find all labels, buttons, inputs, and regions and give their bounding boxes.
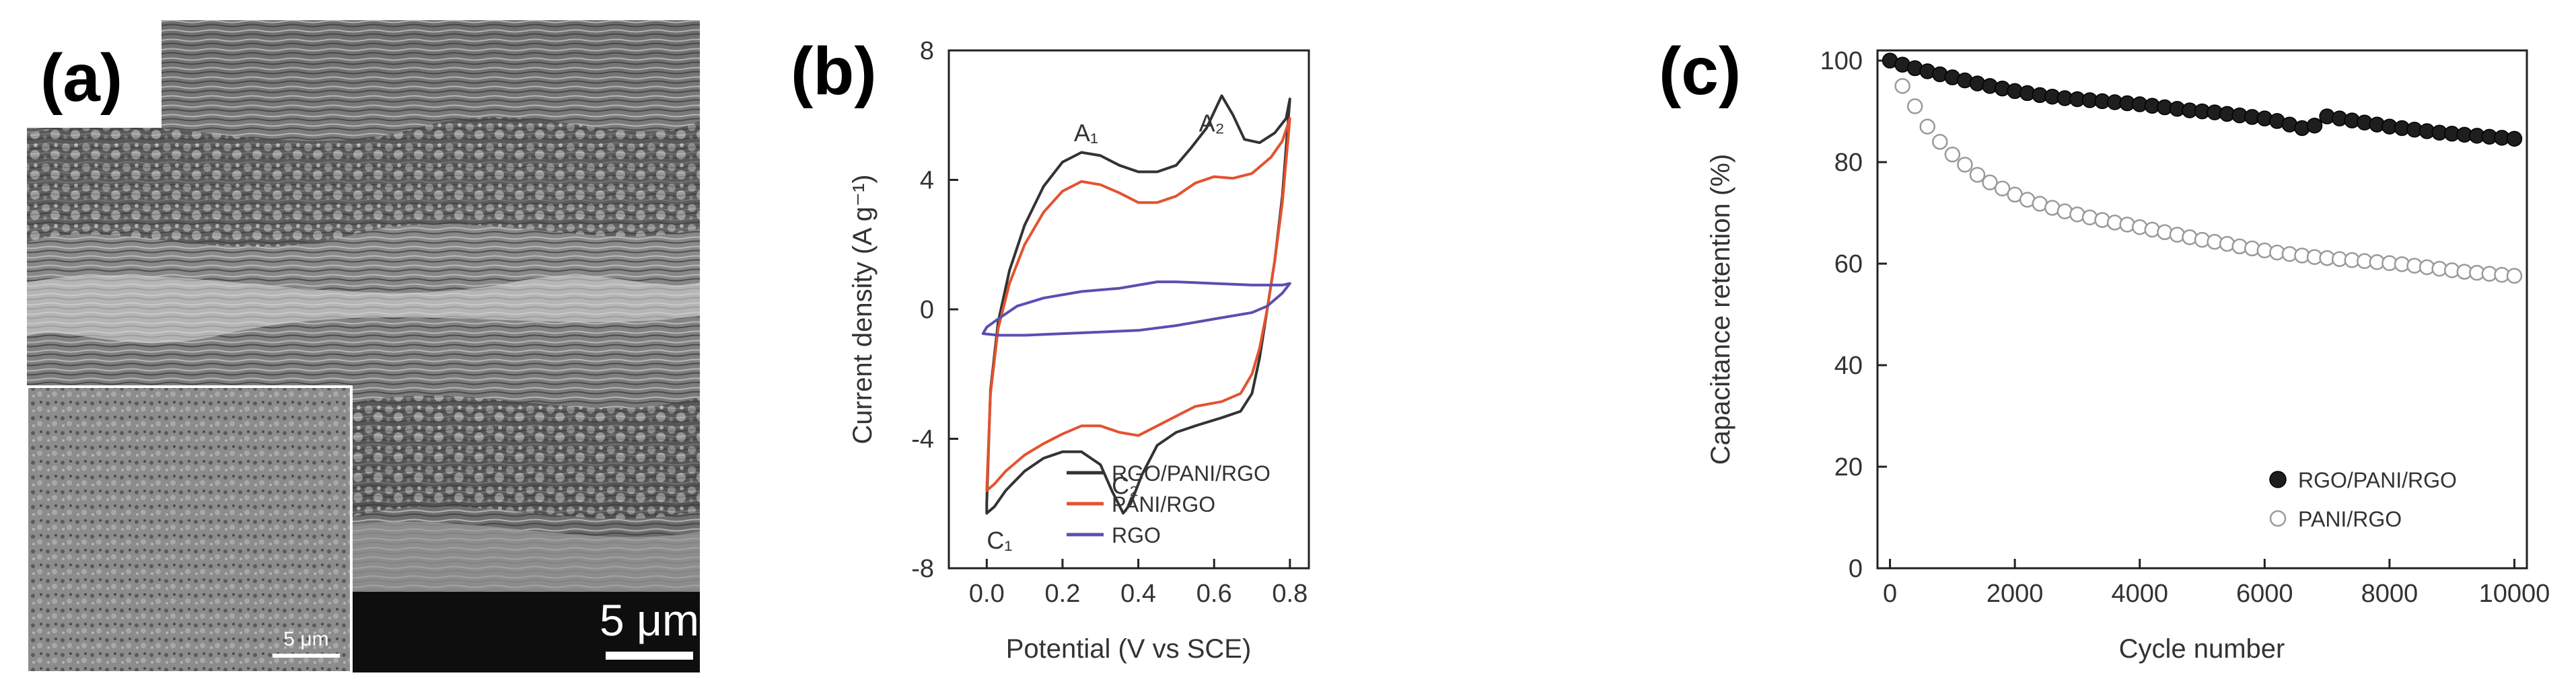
panel-a-label-bg [27,20,162,128]
panel-b-label: (b) [791,34,877,109]
cycling-y-ticks: 0 20 40 60 80 100 [1820,47,1887,583]
cycling-plot-frame [1876,49,2528,570]
panel-c: (c) 0 2000 4000 6000 8000 10000 0 20 40 60 80 100 … [1659,34,2550,664]
cv-x-axis-label: Potential (V vs SCE) [1006,634,1252,664]
cycling-x-tick-label: 8000 [2361,580,2419,608]
data-point-pani-rgo [1994,180,2011,197]
cv-series [981,94,1291,515]
data-point-pani-rgo [1969,167,1986,183]
cv-x-tick-label: 0.4 [1120,580,1156,608]
cycling-y-tick-label: 40 [1834,352,1863,380]
data-point-pani-rgo [1982,174,1998,191]
sem-lower-porous [350,395,700,519]
cycling-x-tick-label: 10000 [2479,580,2550,608]
data-point-pani-rgo [2182,229,2198,245]
panel-a: 5 μm 5 μm (a) [26,20,700,674]
cycling-y-tick-label: 20 [1834,453,1863,481]
cycling-y-tick-label: 0 [1849,555,1863,583]
cv-legend-label-rgo-pani-rgo: RGO/PANI/RGO [1112,461,1271,486]
inset-scale-label: 5 μm [283,628,328,650]
cycling-axes: 0 2000 4000 6000 8000 10000 0 20 40 60 80 100 RGO/… [1820,47,2550,608]
cv-legend: RGO/PANI/RGO PANI/RGO RGO [1067,461,1271,547]
cycling-x-tick-label: 0 [1883,580,1897,608]
cv-peak-label: C₁ [987,527,1012,554]
cv-x-tick-label: 0.2 [1045,580,1081,608]
cycling-x-ticks: 0 2000 4000 6000 8000 10000 [1883,559,2550,608]
cycling-x-tick-label: 6000 [2236,580,2293,608]
cv-y-ticks: -8 -4 0 4 8 [911,37,958,583]
cv-y-axis-label: Current density (A g⁻¹) [848,174,878,444]
cycling-y-tick-label: 80 [1834,149,1863,177]
cv-legend-label-pani-rgo: PANI/RGO [1112,492,1215,516]
cv-curve-rgo [981,280,1291,337]
cv-peak-label: A₂ [1199,109,1225,137]
cv-legend-label-rgo: RGO [1112,523,1161,547]
cv-y-tick-label: -8 [911,555,934,583]
cv-curve-pani-rgo [985,117,1291,492]
cv-x-ticks: 0.0 0.2 0.4 0.6 0.8 [969,559,1308,608]
cv-y-tick-label: 8 [920,37,934,65]
data-point-rgo-pani-rgo [2306,117,2323,134]
data-point-pani-rgo [2119,217,2135,233]
data-point-pani-rgo [2081,209,2098,226]
cv-axes: 0.0 0.2 0.4 0.6 0.8 -8 -4 0 4 8 A₁ A₂ C₁ C₂ RGO/PAN… [911,37,1310,608]
cv-x-tick-label: 0.8 [1272,580,1308,608]
sem-inset-image [26,385,353,674]
data-point-pani-rgo [2169,227,2186,243]
data-point-pani-rgo [2506,268,2523,284]
sem-bright-layer [27,275,700,343]
data-point-pani-rgo [2094,212,2110,228]
cv-x-tick-label: 0.6 [1196,580,1232,608]
data-point-pani-rgo [1932,134,1948,150]
cycling-y-tick-label: 60 [1834,250,1863,278]
cv-y-tick-label: -4 [911,426,934,454]
cycling-legend-label-rgo-pani-rgo: RGO/PANI/RGO [2298,468,2457,492]
data-point-pani-rgo [2219,235,2235,252]
cycling-x-tick-label: 4000 [2111,580,2168,608]
sem-porous-region [27,117,700,247]
cv-annotations: A₁ A₂ C₁ C₂ [987,109,1224,554]
cv-y-tick-label: 0 [920,296,934,324]
main-scale-label: 5 μm [600,595,699,645]
data-point-pani-rgo [2157,224,2173,241]
cycling-y-axis-label: Capacitance retention (%) [1706,154,1736,465]
cycling-legend-marker-rgo-pani-rgo [2269,471,2287,488]
panel-c-label: (c) [1659,34,1741,109]
data-point-rgo-pani-rgo [2506,130,2523,147]
cycling-series [1882,52,2523,284]
data-point-pani-rgo [1894,78,1910,94]
cycling-x-tick-label: 2000 [1987,580,2044,608]
cv-peak-label: C₂ [1112,471,1139,499]
cycling-x-axis-label: Cycle number [2119,634,2285,664]
cycling-y-tick-label: 100 [1820,47,1863,75]
cv-y-tick-label: 4 [920,167,934,195]
data-point-pani-rgo [1906,98,1923,114]
panel-b: (b) 0.0 0.2 0.4 0.6 0.8 -8 -4 0 4 8 A₁ A₂ C₁ C₂ RGO… [791,34,1310,664]
cycling-legend-label-pani-rgo: PANI/RGO [2298,507,2402,531]
data-point-pani-rgo [1919,118,1935,134]
data-point-pani-rgo [1944,147,1961,163]
sem-bottom-layer [350,521,700,592]
panel-a-label: (a) [40,40,122,116]
data-point-pani-rgo [2131,219,2148,235]
cv-x-tick-label: 0.0 [969,580,1005,608]
cycling-legend: RGO/PANI/RGO PANI/RGO [2269,468,2457,531]
cycling-legend-marker-pani-rgo [2269,510,2287,527]
data-point-pani-rgo [1957,157,1973,173]
data-point-pani-rgo [2144,221,2161,238]
cv-peak-label: A₁ [1074,119,1098,147]
